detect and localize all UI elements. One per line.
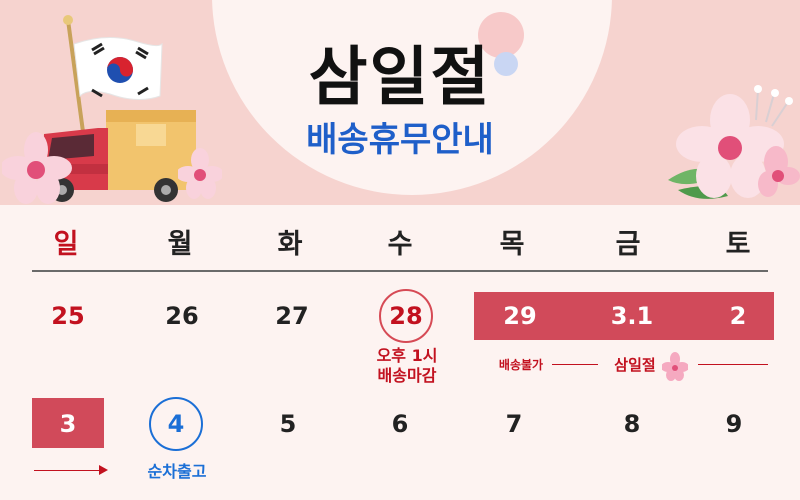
restart-ring <box>149 397 203 451</box>
date-cell: 5 <box>279 410 297 438</box>
range-arrow-line <box>34 470 100 471</box>
date-cell: 7 <box>505 410 523 438</box>
date-cell: 27 <box>275 302 309 330</box>
range-line <box>552 364 598 365</box>
weekday-header: 일 월 화 수 목 금 토 <box>0 222 800 264</box>
page-title: 삼일절 <box>308 41 492 115</box>
page-subtitle: 배송휴무안내 <box>306 120 494 160</box>
date-cell: 29 <box>503 302 537 330</box>
no-delivery-label: 배송불가 <box>498 358 544 372</box>
weekday-mon: 월 <box>167 229 193 260</box>
holiday-box-3 <box>32 398 104 448</box>
date-cell: 28 <box>389 302 423 330</box>
deco-dot-red <box>478 12 524 58</box>
flower-icon <box>648 80 800 210</box>
header-divider <box>32 270 768 272</box>
weekday-sat: 토 <box>725 229 751 260</box>
weekday-fri: 금 <box>615 229 641 260</box>
holiday-range-bar <box>474 292 774 340</box>
date-cell: 6 <box>391 410 409 438</box>
holiday-label: 삼일절 <box>614 356 656 374</box>
weekday-sun: 일 <box>53 229 79 260</box>
flower-icon <box>662 352 688 382</box>
sequential-shipping-label: 순차출고 <box>147 462 207 481</box>
date-cell: 9 <box>725 410 743 438</box>
date-cell: 25 <box>51 302 85 330</box>
flower-icon <box>178 148 222 200</box>
date-cell: 3 <box>59 410 77 438</box>
weekday-thu: 목 <box>499 229 525 260</box>
date-cell: 8 <box>623 410 641 438</box>
cutoff-ring <box>379 289 433 343</box>
cutoff-note-line1: 오후 1시 <box>376 346 438 365</box>
deco-dot-blue <box>494 52 518 76</box>
date-cell: 2 <box>729 302 747 330</box>
cutoff-note: 오후 1시 배송마감 <box>352 346 462 386</box>
weekday-wed: 수 <box>387 229 413 260</box>
arrow-right-icon <box>99 465 108 475</box>
cutoff-note-line2: 배송마감 <box>377 366 437 385</box>
date-cell: 26 <box>165 302 199 330</box>
date-cell: 3.1 <box>610 302 654 330</box>
range-line <box>698 364 768 365</box>
weekday-tue: 화 <box>277 229 303 260</box>
flower-icon <box>2 128 72 208</box>
date-cell: 4 <box>167 410 185 438</box>
